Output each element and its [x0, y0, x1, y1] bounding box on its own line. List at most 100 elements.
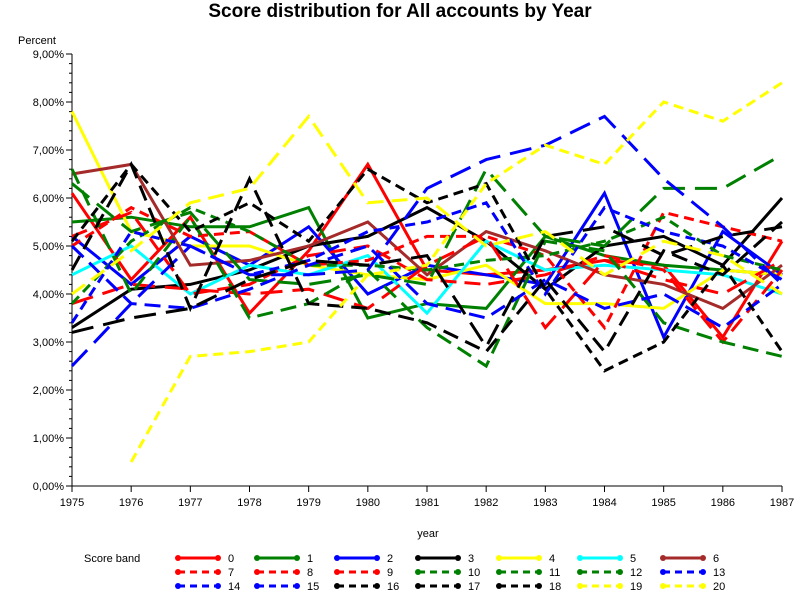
y-axis: 0,00% 1,00% 2,00% 3,00% 4,00% 5,00% 6,00% 7,00%…	[33, 49, 73, 493]
x-tick-label: 1982	[474, 497, 498, 509]
legend-marker	[496, 583, 502, 589]
legend-marker	[175, 583, 181, 589]
x-tick-label: 1978	[237, 497, 261, 509]
legend-marker	[617, 555, 623, 561]
legend-marker	[374, 555, 380, 561]
legend-marker	[175, 569, 181, 575]
legend-label-7: 7	[228, 567, 234, 579]
series-line-20	[71, 113, 783, 296]
legend-marker	[415, 583, 421, 589]
series-line-8	[71, 210, 784, 345]
series-line-12	[71, 153, 783, 287]
legend-label-2: 2	[387, 553, 393, 565]
y-tick-label: 8,00%	[33, 97, 64, 109]
legend-marker	[577, 555, 583, 561]
legend-label-9: 9	[387, 567, 393, 579]
x-tick-label: 1984	[592, 497, 616, 509]
legend-label-15: 15	[307, 581, 319, 593]
legend-label-17: 17	[468, 581, 480, 593]
x-tick-label: 1983	[533, 497, 557, 509]
legend-marker	[415, 555, 421, 561]
y-axis-label: Percent	[18, 35, 56, 47]
legend-marker	[374, 569, 380, 575]
plot-area	[70, 81, 784, 463]
legend-marker	[536, 569, 542, 575]
legend-label-18: 18	[549, 581, 561, 593]
legend-marker	[660, 583, 666, 589]
legend-marker	[536, 555, 542, 561]
series-line-15	[70, 114, 784, 368]
chart-title: Score distribution for All accounts by Y…	[208, 1, 592, 22]
legend-label-10: 10	[468, 567, 480, 579]
series-line-14	[70, 244, 783, 330]
legend-marker	[374, 583, 380, 589]
legend-label-12: 12	[630, 567, 642, 579]
legend-marker	[254, 569, 260, 575]
legend-marker	[334, 569, 340, 575]
legend-marker	[334, 583, 340, 589]
legend-marker	[455, 569, 461, 575]
legend-label-3: 3	[468, 553, 474, 565]
legend-label-4: 4	[549, 553, 555, 565]
y-tick-label: 3,00%	[33, 337, 64, 349]
legend-marker	[455, 555, 461, 561]
legend-marker	[215, 555, 221, 561]
x-tick-label: 1986	[711, 497, 735, 509]
legend-marker	[660, 555, 666, 561]
y-tick-label: 0,00%	[33, 481, 64, 493]
series-line-6	[71, 162, 783, 311]
legend-marker	[415, 569, 421, 575]
series-line-10	[70, 205, 783, 305]
y-tick-label: 4,00%	[33, 289, 64, 301]
x-axis-label: year	[417, 528, 439, 540]
x-tick-label: 1976	[119, 497, 143, 509]
y-tick-label: 9,00%	[33, 49, 64, 61]
legend-marker	[660, 569, 666, 575]
legend-marker	[254, 583, 260, 589]
series-line-17	[70, 160, 783, 355]
legend-marker	[334, 555, 340, 561]
x-axis: 1975 1976 1977 1978 1979 1980 1981 1982 1983 1984…	[60, 485, 794, 509]
y-tick-label: 2,00%	[33, 385, 64, 397]
x-tick-label: 1981	[415, 497, 439, 509]
legend-label-19: 19	[630, 581, 642, 593]
legend-label-6: 6	[713, 553, 719, 565]
x-tick-label: 1987	[770, 497, 794, 509]
legend-marker	[577, 583, 583, 589]
series-line-19	[129, 81, 783, 463]
series-line-18	[71, 225, 783, 350]
legend-marker	[254, 555, 260, 561]
legend-label-0: 0	[228, 553, 234, 565]
legend-label-13: 13	[713, 567, 725, 579]
series-line-16	[70, 162, 784, 373]
x-tick-label: 1975	[60, 497, 84, 509]
legend-marker	[175, 555, 181, 561]
x-tick-label: 1979	[296, 497, 320, 509]
y-tick-label: 7,00%	[33, 145, 64, 157]
legend-marker	[700, 555, 706, 561]
y-tick-label: 1,00%	[33, 433, 64, 445]
y-tick-label: 6,00%	[33, 193, 64, 205]
legend-label-5: 5	[630, 553, 636, 565]
x-tick-label: 1980	[356, 497, 380, 509]
legend-label-14: 14	[228, 581, 240, 593]
y-tick-label: 5,00%	[33, 241, 64, 253]
series-line-11	[70, 168, 783, 369]
legend-marker	[700, 583, 706, 589]
legend-marker	[496, 555, 502, 561]
legend-label-1: 1	[307, 553, 313, 565]
series-line-7	[71, 205, 783, 331]
legend-marker	[455, 583, 461, 589]
legend-marker	[294, 569, 300, 575]
legend-marker	[617, 569, 623, 575]
legend-marker	[294, 583, 300, 589]
legend-marker	[617, 583, 623, 589]
legend-marker	[215, 583, 221, 589]
legend-label-11: 11	[549, 567, 560, 579]
x-tick-label: 1977	[178, 497, 202, 509]
legend-title: Score band	[84, 553, 140, 565]
legend-label-8: 8	[307, 567, 313, 579]
legend-marker	[577, 569, 583, 575]
